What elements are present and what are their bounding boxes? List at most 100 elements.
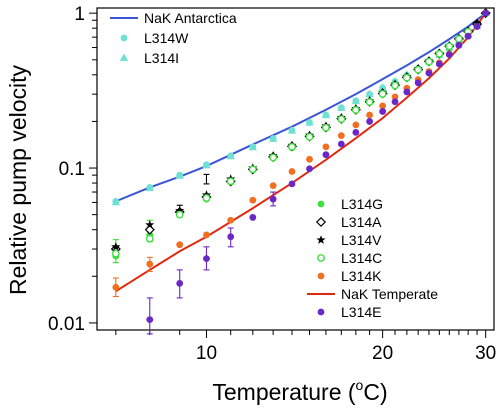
legend-label-nak-antarctica: NaK Antarctica <box>144 10 237 26</box>
x-axis-title: Temperature (oC) <box>212 377 387 405</box>
point-l314e <box>391 98 399 106</box>
point-l314i <box>145 183 154 192</box>
point-l314c <box>305 132 314 141</box>
axis-ticks: 10 20 30 0.01 0.1 1 <box>48 4 496 364</box>
legend-label-nak-temperate: NaK Temperate <box>341 286 438 302</box>
plot-area-border <box>96 7 495 331</box>
point-l314i <box>111 198 121 206</box>
point-l314k <box>379 102 387 110</box>
legend-marker-l314e <box>317 308 325 316</box>
point-l314e <box>366 118 373 125</box>
point-l314k <box>176 241 184 249</box>
point-l314k <box>146 260 154 268</box>
point-l314k <box>203 231 210 239</box>
point-l314e <box>203 255 210 263</box>
point-l314k <box>112 283 120 291</box>
point-l314c <box>288 142 296 151</box>
y-tick-label: 0.1 <box>59 159 85 180</box>
point-l314e <box>269 195 277 203</box>
point-l314e <box>306 165 313 173</box>
legend: NaK Antarctica L314W L314I L314G L314A L314V L… <box>110 10 438 320</box>
point-l314v <box>111 242 121 251</box>
y-axis-title: Relative pump velocity <box>5 64 31 295</box>
point-l314e <box>337 140 345 148</box>
legend-label-l314v: L314V <box>341 232 382 248</box>
point-l314k <box>352 121 360 129</box>
point-l314e <box>403 88 411 96</box>
point-l314e <box>445 51 453 59</box>
point-l314c <box>365 98 374 106</box>
point-l314c <box>391 81 399 90</box>
point-l314c <box>454 35 463 43</box>
point-l314e <box>322 151 330 159</box>
point-l314i <box>287 126 297 134</box>
point-l314i <box>202 161 211 169</box>
point-l314c <box>248 165 257 174</box>
point-l314e <box>425 69 433 77</box>
point-l314c <box>337 115 346 124</box>
point-l314k <box>306 155 313 163</box>
data-points <box>110 8 491 324</box>
point-l314v <box>175 205 185 215</box>
legend-marker-l314k <box>317 272 325 280</box>
legend-label-l314e: L314E <box>341 304 381 320</box>
point-l314e <box>249 214 257 221</box>
x-tick-label: 30 <box>475 343 496 364</box>
point-l314i <box>175 171 184 179</box>
point-l314k <box>322 143 330 151</box>
point-l314c <box>202 194 211 202</box>
point-l314c <box>145 234 154 243</box>
point-l314i <box>378 83 387 91</box>
point-l314c <box>269 153 278 162</box>
point-l314e <box>176 279 184 287</box>
point-l314c <box>351 106 360 114</box>
legend-label-l314k: L314K <box>341 268 382 284</box>
point-l314e <box>146 316 154 324</box>
x-tick-label: 20 <box>372 343 393 364</box>
line-nak-antarctica <box>115 12 487 203</box>
point-l314c <box>378 90 387 98</box>
legend-marker-l314i <box>119 53 129 61</box>
point-l314e <box>464 32 472 40</box>
legend-label-l314g: L314G <box>341 196 383 212</box>
point-l314e <box>482 9 490 17</box>
legend-marker-l314v <box>316 235 326 244</box>
point-l314e <box>352 128 360 136</box>
x-tick-label: 10 <box>196 343 217 364</box>
legend-marker-l314a <box>315 216 327 228</box>
point-l314v <box>472 18 482 28</box>
legend-label-l314w: L314W <box>144 30 189 46</box>
point-l314e <box>473 23 481 30</box>
y-tick-label: 0.01 <box>48 314 85 335</box>
point-l314c <box>322 123 330 132</box>
point-l314i <box>321 110 331 119</box>
point-l314e <box>455 41 463 49</box>
point-l314c <box>445 42 454 51</box>
legend-label-l314c: L314C <box>341 250 382 266</box>
point-l314c <box>111 249 120 258</box>
point-l314e <box>288 180 296 188</box>
legend-marker-l314w <box>120 34 128 42</box>
point-l314c <box>425 57 433 66</box>
point-l314k <box>249 196 257 204</box>
point-l314i <box>365 89 374 98</box>
point-l314k <box>366 111 373 119</box>
legend-marker-l314c <box>317 254 325 262</box>
line-nak-temperate <box>115 12 487 293</box>
point-l314c <box>175 210 184 219</box>
point-l314v <box>145 220 155 229</box>
point-l314i <box>248 142 257 151</box>
legend-marker-l314g <box>317 200 325 208</box>
plot-frame <box>96 7 495 331</box>
point-l314k <box>391 93 399 101</box>
point-l314i <box>351 96 361 104</box>
point-l314k <box>227 216 235 224</box>
point-l314e <box>227 233 235 241</box>
point-l314k <box>288 168 296 175</box>
point-l314i <box>268 134 278 142</box>
point-l314i <box>337 103 346 111</box>
point-l314k <box>269 182 277 190</box>
point-l314i <box>226 151 235 160</box>
point-l314c <box>435 49 444 58</box>
point-l314c <box>402 73 411 82</box>
